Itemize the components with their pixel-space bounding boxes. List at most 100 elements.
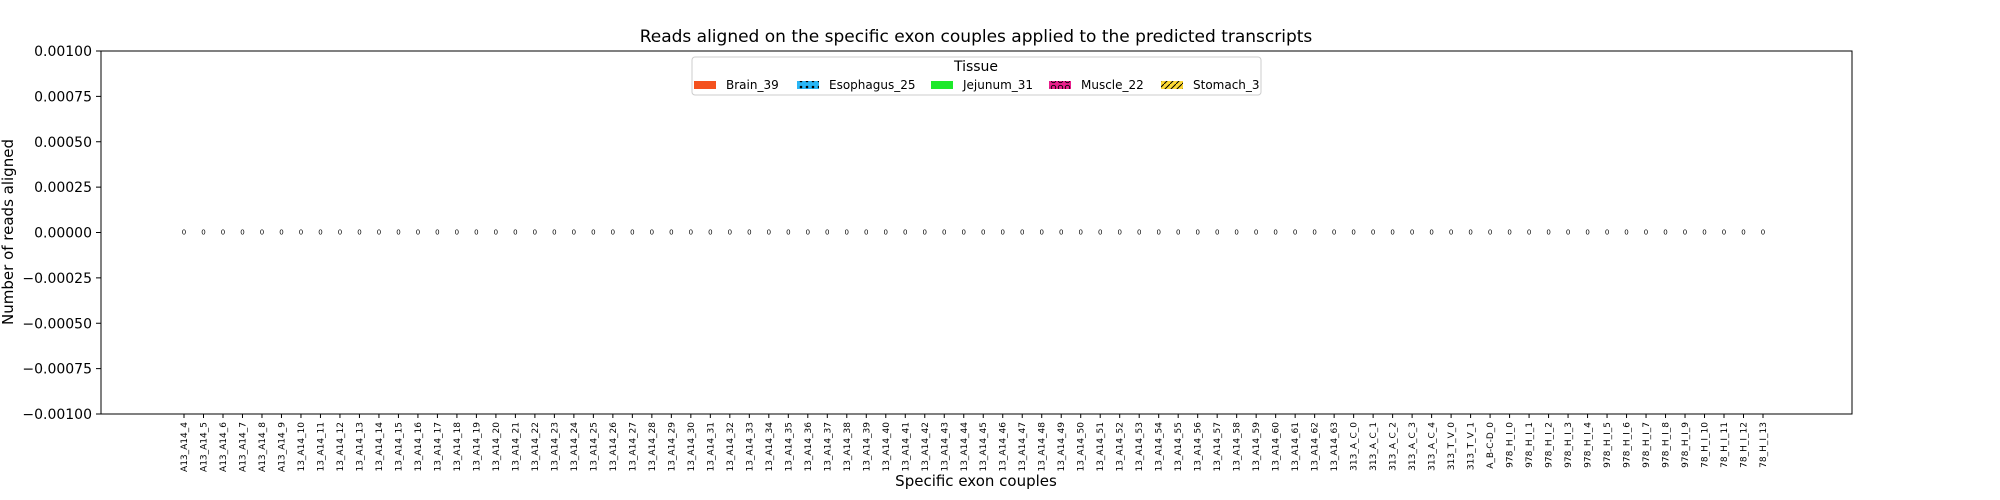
x-tick-label: 13_A14_57 bbox=[1213, 422, 1223, 472]
x-tick-label: 13_A14_32 bbox=[726, 422, 736, 472]
legend-item-brain_39: Brain_39 bbox=[694, 78, 779, 92]
y-tick-label: 0.00050 bbox=[34, 135, 92, 151]
bar-value-label: 0 bbox=[1410, 229, 1414, 237]
x-tick-label: 13_A14_62 bbox=[1311, 422, 1321, 472]
bar-value-label: 0 bbox=[806, 229, 810, 237]
bar-value-label: 0 bbox=[1039, 229, 1043, 237]
bar-value-label: 0 bbox=[1449, 229, 1453, 237]
legend: Tissue Brain_39 Esophagus_25 Jejunum_31 Mus… bbox=[691, 56, 1262, 96]
x-tick-label: 978_H_I_8 bbox=[1662, 422, 1672, 468]
bar-value-label: 0 bbox=[1702, 229, 1706, 237]
x-tick-label: 78_H_I_13 bbox=[1759, 422, 1769, 468]
y-tick-label: −0.00025 bbox=[22, 271, 92, 287]
bar-value-label: 0 bbox=[416, 229, 420, 237]
x-tick-label: A13_A14_6 bbox=[219, 422, 229, 472]
y-axis-ticks: 0.00100 0.00075 0.00050 0.00025 0.00000 −0.00… bbox=[22, 44, 101, 423]
legend-label: Brain_39 bbox=[726, 78, 779, 92]
bar-value-label: 0 bbox=[240, 229, 244, 237]
bar-value-label: 0 bbox=[1195, 229, 1199, 237]
bar-value-label: 0 bbox=[377, 229, 381, 237]
x-tick-label: 13_A14_54 bbox=[1155, 422, 1165, 472]
bar-value-label: 0 bbox=[786, 229, 790, 237]
y-tick-label: 0.00100 bbox=[34, 44, 92, 60]
x-tick-label: 13_A14_10 bbox=[297, 422, 307, 472]
x-tick-label: 313_T_V_1 bbox=[1467, 422, 1477, 470]
bar-value-label: 0 bbox=[689, 229, 693, 237]
bar-value-label: 0 bbox=[923, 229, 927, 237]
bar-value-label: 0 bbox=[1156, 229, 1160, 237]
x-tick-label: 13_A14_60 bbox=[1272, 422, 1282, 472]
bar-value-label: 0 bbox=[1020, 229, 1024, 237]
bar-value-label: 0 bbox=[845, 229, 849, 237]
x-tick-label: 13_A14_13 bbox=[355, 422, 365, 472]
bar-value-label: 0 bbox=[1722, 229, 1726, 237]
x-tick-label: 13_A14_15 bbox=[394, 422, 404, 472]
x-tick-label: 13_A14_37 bbox=[823, 422, 833, 472]
bar-value-label: 0 bbox=[533, 229, 537, 237]
x-tick-label: 13_A14_30 bbox=[687, 422, 697, 472]
bar-value-label: 0 bbox=[1293, 229, 1297, 237]
x-tick-label: 13_A14_35 bbox=[784, 422, 794, 472]
x-tick-label: 13_A14_34 bbox=[765, 422, 775, 472]
x-tick-label: A13_A14_8 bbox=[258, 422, 268, 472]
legend-label: Jejunum_31 bbox=[962, 78, 1033, 92]
legend-frame bbox=[691, 56, 1262, 96]
bar-value-label: 0 bbox=[182, 229, 186, 237]
bar-value-label: 0 bbox=[1429, 229, 1433, 237]
x-tick-label: 978_H_I_5 bbox=[1603, 422, 1613, 468]
x-tick-label: 13_A14_27 bbox=[628, 422, 638, 472]
x-tick-label: 13_A14_29 bbox=[667, 422, 677, 472]
legend-label: Muscle_22 bbox=[1081, 78, 1144, 92]
bar-value-label: 0 bbox=[708, 229, 712, 237]
x-tick-label: 13_A14_49 bbox=[1057, 422, 1067, 472]
bar-value-label: 0 bbox=[299, 229, 303, 237]
bar-value-label: 0 bbox=[1078, 229, 1082, 237]
bar-value-label: 0 bbox=[1098, 229, 1102, 237]
x-tick-label: 313_A_C_4 bbox=[1428, 422, 1438, 471]
x-tick-label: 13_A14_51 bbox=[1096, 422, 1106, 472]
bar-value-label: 0 bbox=[1624, 229, 1628, 237]
legend-swatch-hatch bbox=[1049, 81, 1071, 89]
x-tick-label: A13_A14_7 bbox=[238, 422, 248, 472]
x-tick-label: 78_H_I_10 bbox=[1701, 422, 1711, 468]
x-tick-label: 13_A14_58 bbox=[1233, 422, 1243, 472]
x-tick-label: 13_A14_24 bbox=[570, 422, 580, 472]
x-tick-label: 13_A14_23 bbox=[550, 422, 560, 472]
bar-value-label: 0 bbox=[279, 229, 283, 237]
x-tick-label: 313_A_C_0 bbox=[1350, 422, 1360, 471]
bar-value-label: 0 bbox=[201, 229, 205, 237]
legend-item-stomach_3: Stomach_3 bbox=[1161, 78, 1260, 92]
x-tick-label: 13_A14_52 bbox=[1116, 422, 1126, 472]
x-tick-label: 13_A14_25 bbox=[589, 422, 599, 472]
bar-value-label: 0 bbox=[1488, 229, 1492, 237]
bar-value-label: 0 bbox=[903, 229, 907, 237]
x-tick-label: 978_H_I_6 bbox=[1623, 422, 1633, 468]
bar-value-label: 0 bbox=[1507, 229, 1511, 237]
x-tick-label: 13_A14_21 bbox=[511, 422, 521, 472]
x-tick-label: 13_A14_16 bbox=[414, 422, 424, 472]
bar-value-label: 0 bbox=[572, 229, 576, 237]
x-tick-label: 978_H_I_3 bbox=[1564, 422, 1574, 468]
x-tick-label: 13_A14_11 bbox=[316, 422, 326, 472]
bar-value-label: 0 bbox=[1351, 229, 1355, 237]
x-tick-label: 13_A14_31 bbox=[706, 422, 716, 472]
bar-value-label: 0 bbox=[1527, 229, 1531, 237]
x-tick-label: 13_A14_38 bbox=[843, 422, 853, 472]
bar-value-label: 0 bbox=[825, 229, 829, 237]
bar-value-label: 0 bbox=[1585, 229, 1589, 237]
legend-item-jejunum_31: Jejunum_31 bbox=[931, 78, 1033, 92]
bar-value-label: 0 bbox=[728, 229, 732, 237]
bar-value-label: 0 bbox=[1137, 229, 1141, 237]
x-tick-label: 13_A14_36 bbox=[804, 422, 814, 472]
x-tick-label: 313_A_C_1 bbox=[1369, 422, 1379, 471]
bar-value-label: 0 bbox=[338, 229, 342, 237]
bar-value-label: 0 bbox=[435, 229, 439, 237]
bar-value-label: 0 bbox=[1390, 229, 1394, 237]
x-tick-label: 13_A14_46 bbox=[999, 422, 1009, 472]
legend-swatch-hatch bbox=[797, 81, 819, 89]
x-tick-label: A13_A14_5 bbox=[199, 422, 209, 472]
legend-swatch-hatch bbox=[1161, 81, 1183, 89]
x-tick-label: 978_H_I_2 bbox=[1545, 422, 1555, 468]
x-tick-label: 13_A14_55 bbox=[1174, 422, 1184, 472]
bar-value-label: 0 bbox=[1273, 229, 1277, 237]
